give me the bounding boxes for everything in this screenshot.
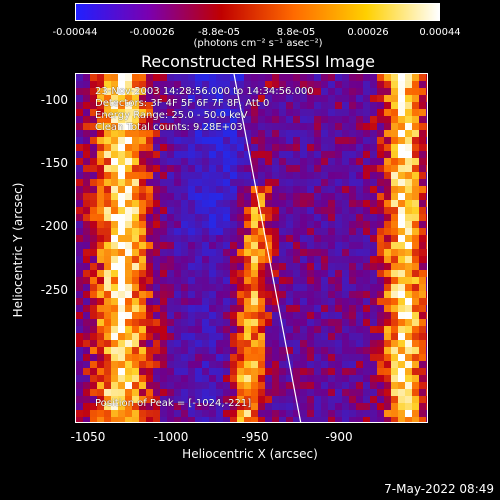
timestamp-footer: 7-May-2022 08:49 — [384, 482, 494, 496]
colorbar-tick-label: 0.00026 — [347, 27, 389, 38]
clean-counts-label: Clean Total counts: 9.28E+03 — [95, 122, 243, 133]
colorbar-units: (photons cm⁻² s⁻¹ asec⁻²) — [193, 38, 323, 49]
x-axis-title: Heliocentric X (arcsec) — [182, 447, 318, 461]
energy-range-label: Energy Range: 25.0 - 50.0 keV — [95, 110, 248, 121]
colorbar — [75, 3, 440, 21]
x-tick-label: -950 — [241, 430, 269, 444]
detectors-label: Detectors: 3F 4F 5F 6F 7F 8F, Att 0 — [95, 98, 270, 109]
x-tick-label: -1000 — [153, 430, 189, 444]
colorbar-tick-label: 0.00044 — [419, 27, 461, 38]
colorbar-tick-label: -8.8e-05 — [198, 27, 240, 38]
y-tick-label: -250 — [40, 283, 68, 297]
time-range-label: 23-Nov-2003 14:28:56.000 to 14:34:56.000 — [95, 86, 314, 97]
y-axis-title: Heliocentric Y (arcsec) — [11, 182, 25, 318]
colorbar-tick-label: 8.8e-05 — [276, 27, 316, 38]
image-canvas — [76, 74, 427, 422]
colorbar-tick-label: -0.00026 — [129, 27, 175, 38]
rhessi-image — [75, 73, 428, 423]
colorbar-tick-label: -0.00044 — [52, 27, 98, 38]
solar-limb-line — [233, 74, 302, 422]
y-tick-label: -200 — [40, 219, 68, 233]
y-tick-label: -150 — [40, 156, 68, 170]
x-tick-label: -900 — [325, 430, 353, 444]
peak-position-label: Position of Peak = [-1024,-221] — [95, 398, 252, 409]
y-tick-label: -100 — [40, 93, 68, 107]
x-tick-label: -1050 — [70, 430, 106, 444]
plot-title: Reconstructed RHESSI Image — [141, 52, 375, 71]
